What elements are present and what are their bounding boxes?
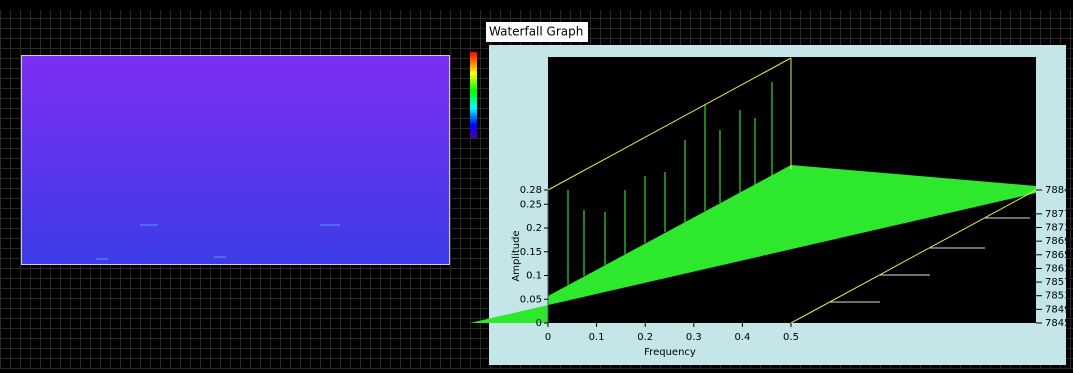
x-tick-label: 0.4 bbox=[734, 332, 750, 343]
x-tick-label: 0.5 bbox=[783, 332, 799, 343]
z-tick-label: 7849 bbox=[1045, 304, 1070, 315]
z-tick-label: 7853 bbox=[1045, 291, 1070, 302]
depth-hatching bbox=[830, 217, 1030, 303]
y-tick-label: 0.1 bbox=[526, 271, 542, 282]
z-tick-label: 7861 bbox=[1045, 263, 1070, 274]
z-tick-label: 7845 bbox=[1045, 318, 1070, 329]
top-strip bbox=[0, 0, 1073, 10]
graph-label: Waterfall Graph bbox=[489, 25, 583, 39]
z-tick-label: 7873 bbox=[1045, 223, 1070, 234]
y-axis-label: Amplitude bbox=[511, 230, 522, 281]
x-axis-label: Frequency bbox=[644, 347, 696, 358]
z-tick-label: 7857 bbox=[1045, 277, 1070, 288]
y-tick-label: 0.28 bbox=[520, 185, 542, 196]
label-box bbox=[486, 22, 588, 42]
intensity-plot bbox=[22, 56, 449, 264]
y-tick-label: 0 bbox=[536, 318, 542, 329]
waterfall-frame bbox=[547, 57, 1037, 324]
y-tick-label: 0.2 bbox=[526, 223, 542, 234]
z-tick-label: 7869 bbox=[1045, 236, 1070, 247]
x-tick-label: 0 bbox=[545, 332, 551, 343]
color-ramp bbox=[470, 52, 477, 138]
intensity-highlights bbox=[96, 224, 340, 260]
x-tick-label: 0.1 bbox=[589, 332, 605, 343]
z-tick-label: 7884 bbox=[1045, 185, 1070, 196]
z-tick-label: 7877 bbox=[1045, 209, 1070, 220]
spectrum-surface bbox=[470, 165, 1036, 323]
spectrum-peaks bbox=[567, 82, 773, 285]
x-tick-label: 0.2 bbox=[637, 332, 653, 343]
y-tick-label: 0.15 bbox=[520, 247, 542, 258]
y-tick-label: 0.05 bbox=[520, 294, 542, 305]
x-tick-label: 0.3 bbox=[686, 332, 702, 343]
y-tick-label: 0.25 bbox=[520, 199, 542, 210]
z-tick-label: 7865 bbox=[1045, 250, 1070, 261]
